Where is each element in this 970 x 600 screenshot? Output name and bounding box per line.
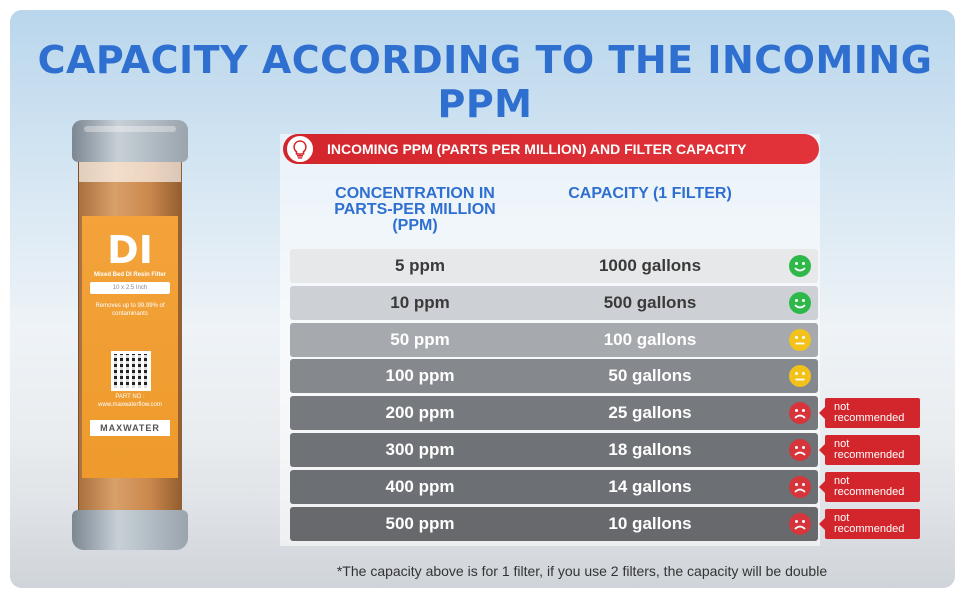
table-row: 300 ppm 18 gallons xyxy=(290,433,818,467)
table-banner: INCOMING PPM (PARTS PER MILLION) AND FIL… xyxy=(283,134,819,164)
qr-code-icon xyxy=(111,351,151,391)
product-part-no: PART NO : xyxy=(115,394,145,400)
capacity-value: 500 gallons xyxy=(603,292,697,312)
table-row: 5 ppm 1000 gallons xyxy=(290,249,818,283)
smiley-sad-icon xyxy=(788,475,812,499)
capacity-value: 14 gallons xyxy=(608,476,692,496)
product-label: DI Mixed Bed DI Resin Filter 10 x 2.5 In… xyxy=(82,216,178,478)
table-row: 500 ppm 10 gallons xyxy=(290,506,818,541)
capacity-value: 50 gallons xyxy=(608,366,692,386)
product-website: www.maxwaterflow.com xyxy=(98,402,162,408)
ppm-value: 50 ppm xyxy=(390,329,450,349)
lightbulb-icon xyxy=(285,134,315,164)
not-recommended-badge: not recommended xyxy=(819,435,920,465)
not-recommended-badge: not recommended xyxy=(819,398,920,429)
ppm-value: 200 ppm xyxy=(385,403,455,423)
not-recommended-badge: not recommended xyxy=(819,508,920,539)
capacity-value: 18 gallons xyxy=(608,440,692,459)
ppm-value: 500 ppm xyxy=(385,513,455,533)
product-subtitle: Mixed Bed DI Resin Filter xyxy=(93,272,166,278)
smiley-happy-icon xyxy=(788,291,812,315)
ppm-value: 10 ppm xyxy=(390,292,450,312)
smiley-sad-icon xyxy=(788,438,812,462)
column-header-capacity: CAPACITY (1 FILTER) xyxy=(568,185,732,202)
ppm-value: 300 ppm xyxy=(385,440,455,459)
column-header-concentration: CONCENTRATION IN PARTS-PER MILLION (PPM) xyxy=(334,185,496,234)
not-recommended-badge: not recommended xyxy=(819,471,920,502)
table-row: 100 ppm 50 gallons xyxy=(290,359,818,394)
smiley-sad-icon xyxy=(788,401,812,425)
table-row: 50 ppm 100 gallons xyxy=(290,322,818,357)
ppm-value: 5 ppm xyxy=(394,256,446,275)
smiley-sad-icon xyxy=(788,512,812,536)
smiley-happy-icon xyxy=(788,254,812,278)
ppm-value: 100 ppm xyxy=(385,366,455,386)
capacity-value: 10 gallons xyxy=(608,513,692,533)
product-claim: Removes up to 99.99% of contaminants xyxy=(95,303,165,317)
product-logo: DI xyxy=(107,228,153,272)
product-brand: MAXWATER xyxy=(90,420,170,436)
capacity-value: 25 gallons xyxy=(608,403,692,423)
smiley-neutral-icon xyxy=(788,328,812,352)
table-row: 400 ppm 14 gallons xyxy=(290,469,818,504)
table-row: 200 ppm 25 gallons xyxy=(290,396,818,431)
product-size: 10 x 2.5 Inch xyxy=(90,282,170,294)
smiley-neutral-icon xyxy=(788,364,812,388)
capacity-value: 1000 gallons xyxy=(598,256,702,275)
banner-text: INCOMING PPM (PARTS PER MILLION) AND FIL… xyxy=(327,141,747,157)
table-row: 10 ppm 500 gallons xyxy=(290,285,818,320)
footnote: *The capacity above is for 1 filter, if … xyxy=(336,563,828,579)
filter-cartridge-image: DI Mixed Bed DI Resin Filter 10 x 2.5 In… xyxy=(68,120,192,550)
capacity-value: 100 gallons xyxy=(603,329,697,349)
cartridge-top-cap xyxy=(72,120,188,162)
page-title: CAPACITY ACCORDING TO THE INCOMING PPM xyxy=(37,38,933,126)
cartridge-bottom-cap xyxy=(72,510,188,550)
ppm-value: 400 ppm xyxy=(385,476,455,496)
